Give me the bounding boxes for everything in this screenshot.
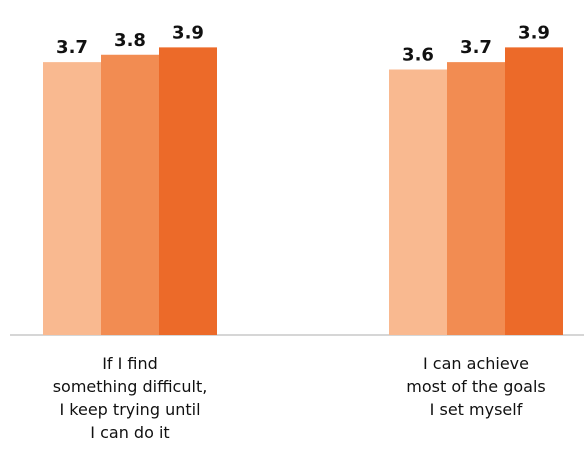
value-label: 3.9 [518,22,550,43]
category-label: I can achieve most of the goals I set my… [406,354,546,419]
category-label: If I find something difficult, I keep tr… [52,354,208,442]
bar [447,62,505,335]
bar [505,47,563,335]
value-label: 3.6 [402,45,434,66]
value-label: 3.7 [56,37,88,58]
value-label: 3.8 [114,30,146,51]
value-label: 3.9 [172,22,204,43]
bar [101,54,159,335]
bar [159,47,217,335]
bar [43,62,101,335]
value-label: 3.7 [460,37,492,58]
bar [389,69,447,335]
